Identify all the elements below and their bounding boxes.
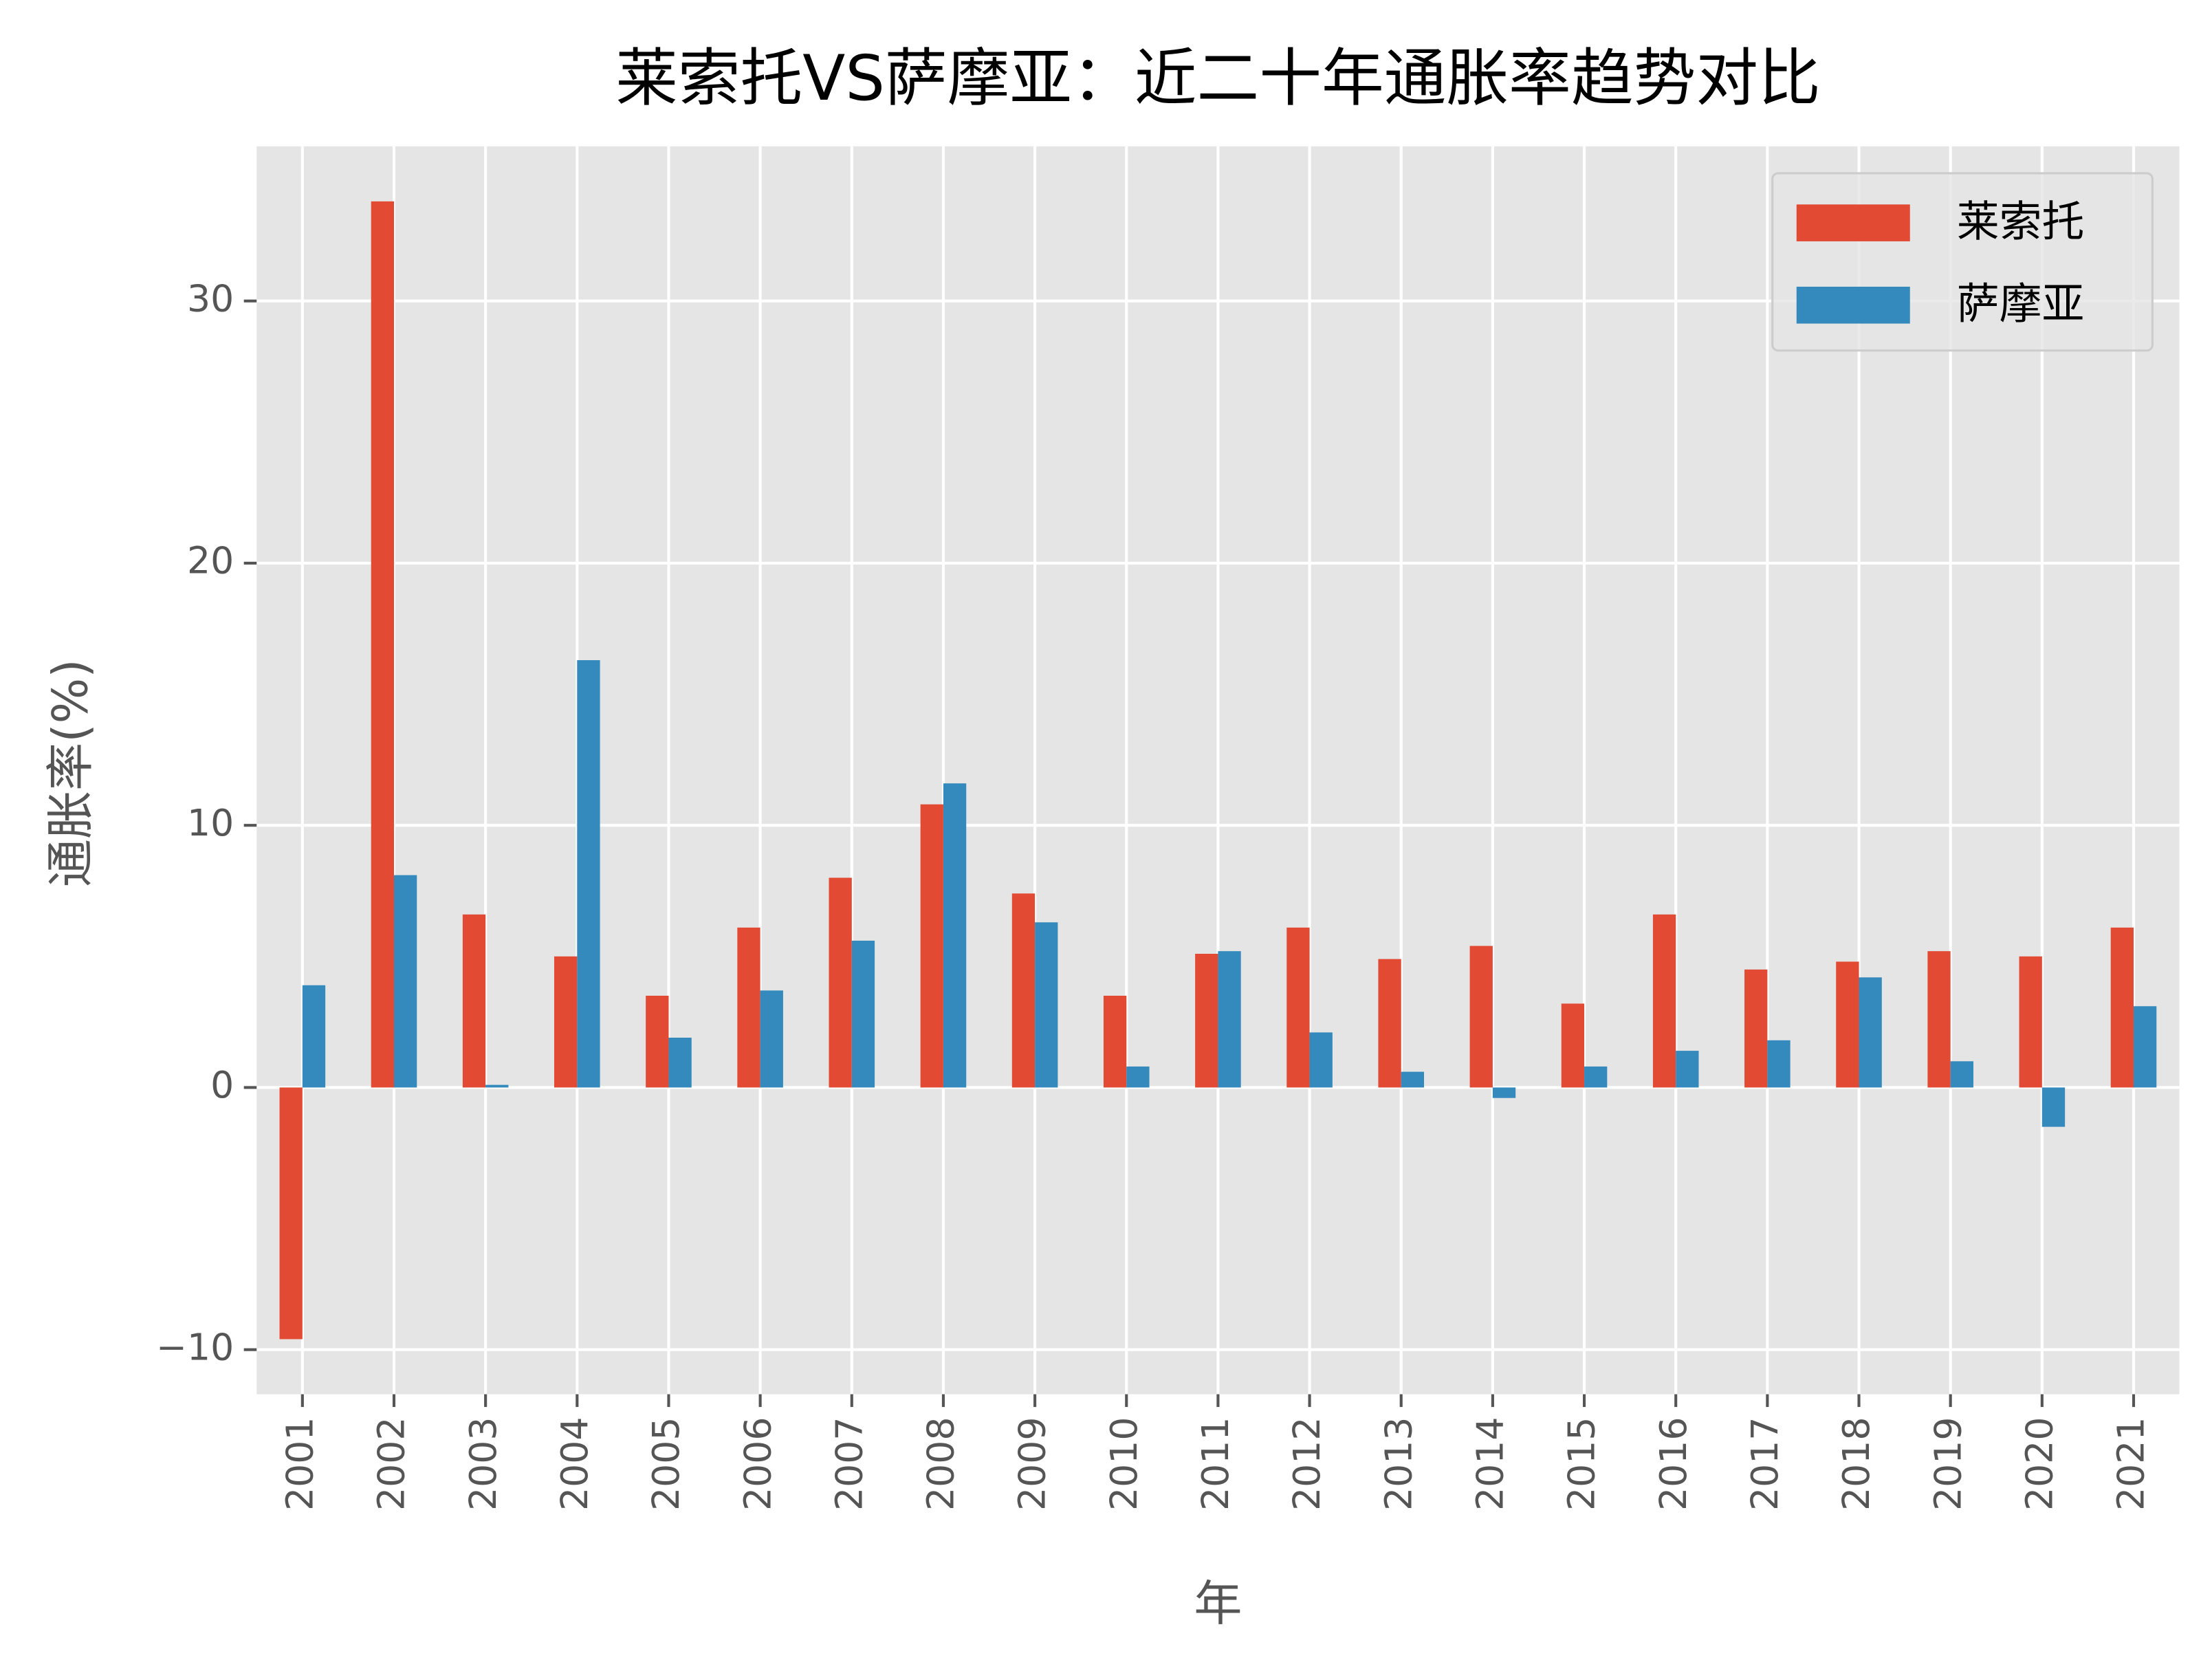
x-tick-label: 2021	[2110, 1417, 2153, 1510]
x-tick-label: 2005	[644, 1417, 688, 1510]
y-tick-label: 20	[187, 539, 234, 582]
x-tick-label: 2009	[1011, 1417, 1054, 1510]
bar	[1836, 961, 1859, 1088]
bar	[371, 201, 394, 1088]
bar	[1652, 914, 1676, 1088]
x-tick-label: 2013	[1377, 1417, 1420, 1510]
bar	[1859, 977, 1882, 1088]
bar	[1950, 1061, 1973, 1088]
x-tick-label: 2002	[370, 1417, 413, 1510]
legend-swatch	[1796, 204, 1910, 241]
legend-swatch	[1796, 286, 1910, 324]
bar	[1378, 959, 1401, 1088]
bar	[554, 956, 578, 1088]
bar	[1401, 1071, 1425, 1088]
bar	[737, 927, 760, 1088]
bar	[1561, 1003, 1585, 1088]
x-tick-label: 2012	[1285, 1417, 1328, 1510]
x-tick-label: 2010	[1102, 1417, 1146, 1510]
bar	[1744, 969, 1768, 1088]
bar	[1584, 1066, 1608, 1088]
bar	[2019, 956, 2042, 1088]
bar	[1286, 927, 1310, 1088]
bar	[1927, 951, 1951, 1088]
x-tick-label: 2001	[278, 1417, 321, 1510]
bar	[1103, 996, 1127, 1088]
bar	[1035, 922, 1058, 1088]
y-tick-label: 0	[210, 1063, 234, 1106]
x-tick-label: 2006	[736, 1417, 779, 1510]
x-axis-label: 年	[1194, 1575, 1242, 1632]
legend-label: 萨摩亚	[1957, 279, 2085, 329]
legend-label: 莱索托	[1957, 197, 2085, 246]
y-tick-label: 30	[187, 276, 234, 320]
bar	[668, 1038, 692, 1088]
bar	[1011, 893, 1036, 1088]
x-tick-label: 2008	[919, 1417, 963, 1510]
bar	[1767, 1040, 1791, 1088]
x-tick-label: 2018	[1835, 1417, 1878, 1510]
bar	[1676, 1051, 1699, 1088]
bar	[943, 783, 967, 1088]
bar	[279, 1087, 303, 1340]
bar	[1469, 946, 1493, 1088]
bar	[1309, 1032, 1333, 1088]
bar	[920, 804, 943, 1088]
x-tick-label: 2011	[1194, 1417, 1237, 1510]
chart-title: 莱索托VS萨摩亚：近二十年通胀率趋势对比	[615, 43, 1821, 115]
x-tick-label: 2017	[1743, 1417, 1786, 1510]
bar	[393, 875, 417, 1088]
x-tick-label: 2003	[461, 1417, 505, 1510]
y-tick-label: 10	[187, 801, 234, 844]
bar	[760, 990, 783, 1088]
y-tick-label: −10	[156, 1325, 234, 1368]
y-axis-label: 通胀率(%)	[42, 659, 98, 887]
x-tick-label: 2007	[827, 1417, 870, 1510]
x-tick-label: 2016	[1652, 1417, 1695, 1510]
bar	[2041, 1087, 2066, 1127]
bar	[829, 877, 852, 1088]
x-tick-label: 2020	[2017, 1417, 2061, 1510]
bar	[2133, 1006, 2157, 1088]
x-tick-label: 2015	[1560, 1417, 1603, 1510]
bar	[1126, 1066, 1150, 1088]
bar	[1218, 951, 1241, 1088]
bar	[851, 940, 875, 1088]
bar	[485, 1084, 509, 1088]
bar	[1195, 954, 1218, 1088]
x-tick-label: 2019	[1926, 1417, 1969, 1510]
bar	[2110, 927, 2134, 1088]
bar	[1492, 1087, 1516, 1098]
bar	[646, 996, 669, 1088]
x-tick-label: 2004	[553, 1417, 596, 1510]
bar	[462, 914, 486, 1088]
bar	[302, 985, 326, 1088]
bar	[577, 660, 600, 1088]
x-tick-label: 2014	[1469, 1417, 1512, 1510]
